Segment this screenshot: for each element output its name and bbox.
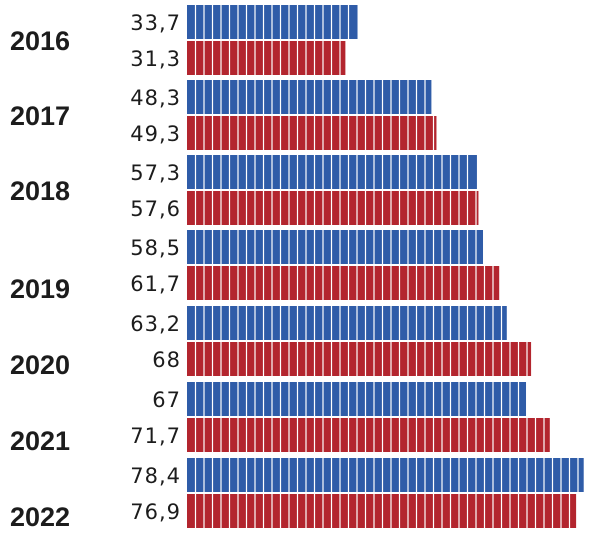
value-label-2016-series-1: 33,7 — [130, 11, 181, 35]
bar-fill — [187, 116, 437, 150]
bar-2020-series-2 — [187, 342, 532, 376]
year-label-2019: 2019 — [10, 274, 70, 304]
bar-fill — [187, 494, 577, 528]
bar-2021-series-1 — [187, 382, 527, 416]
labels-layer: 33,7 31,3 2016 48,3 49,3 2017 57,3 57,6 2018 58,5… — [10, 11, 181, 532]
value-label-2017-series-1: 48,3 — [130, 86, 181, 110]
value-label-2018-series-1: 57,3 — [130, 161, 181, 185]
value-label-2020-series-2: 68 — [152, 348, 181, 372]
year-label-2017: 2017 — [10, 101, 70, 131]
bar-2018-series-1 — [187, 155, 477, 189]
bar-2016-series-1 — [187, 5, 358, 39]
bar-2017-series-1 — [187, 80, 432, 114]
bar-2020-series-1 — [187, 306, 507, 340]
bar-fill — [187, 306, 507, 340]
bar-2019-series-1 — [187, 230, 484, 264]
bar-fill — [187, 41, 346, 75]
bar-fill — [187, 266, 500, 300]
value-label-2021-series-1: 67 — [152, 388, 181, 412]
year-label-2021: 2021 — [10, 426, 70, 456]
bars-layer — [187, 5, 584, 528]
bar-fill — [187, 191, 479, 225]
value-label-2022-series-1: 78,4 — [130, 464, 181, 488]
bar-fill — [187, 342, 532, 376]
year-label-2020: 2020 — [10, 350, 70, 380]
value-label-2018-series-2: 57,6 — [130, 197, 181, 221]
year-label-2022: 2022 — [10, 502, 70, 532]
bar-2022-series-2 — [187, 494, 577, 528]
bar-2016-series-2 — [187, 41, 346, 75]
bar-fill — [187, 80, 432, 114]
value-label-2019-series-2: 61,7 — [130, 272, 181, 296]
value-label-2017-series-2: 49,3 — [130, 122, 181, 146]
bar-2019-series-2 — [187, 266, 500, 300]
year-label-2018: 2018 — [10, 176, 70, 206]
bar-fill — [187, 458, 584, 492]
value-label-2022-series-2: 76,9 — [130, 500, 181, 524]
bar-2022-series-1 — [187, 458, 584, 492]
value-label-2016-series-2: 31,3 — [130, 47, 181, 71]
bar-2018-series-2 — [187, 191, 479, 225]
bar-2021-series-2 — [187, 418, 550, 452]
value-label-2021-series-2: 71,7 — [130, 424, 181, 448]
year-label-2016: 2016 — [10, 26, 70, 56]
value-label-2020-series-1: 63,2 — [130, 312, 181, 336]
bar-2017-series-2 — [187, 116, 437, 150]
bar-fill — [187, 230, 484, 264]
value-label-2019-series-1: 58,5 — [130, 236, 181, 260]
bar-fill — [187, 418, 550, 452]
